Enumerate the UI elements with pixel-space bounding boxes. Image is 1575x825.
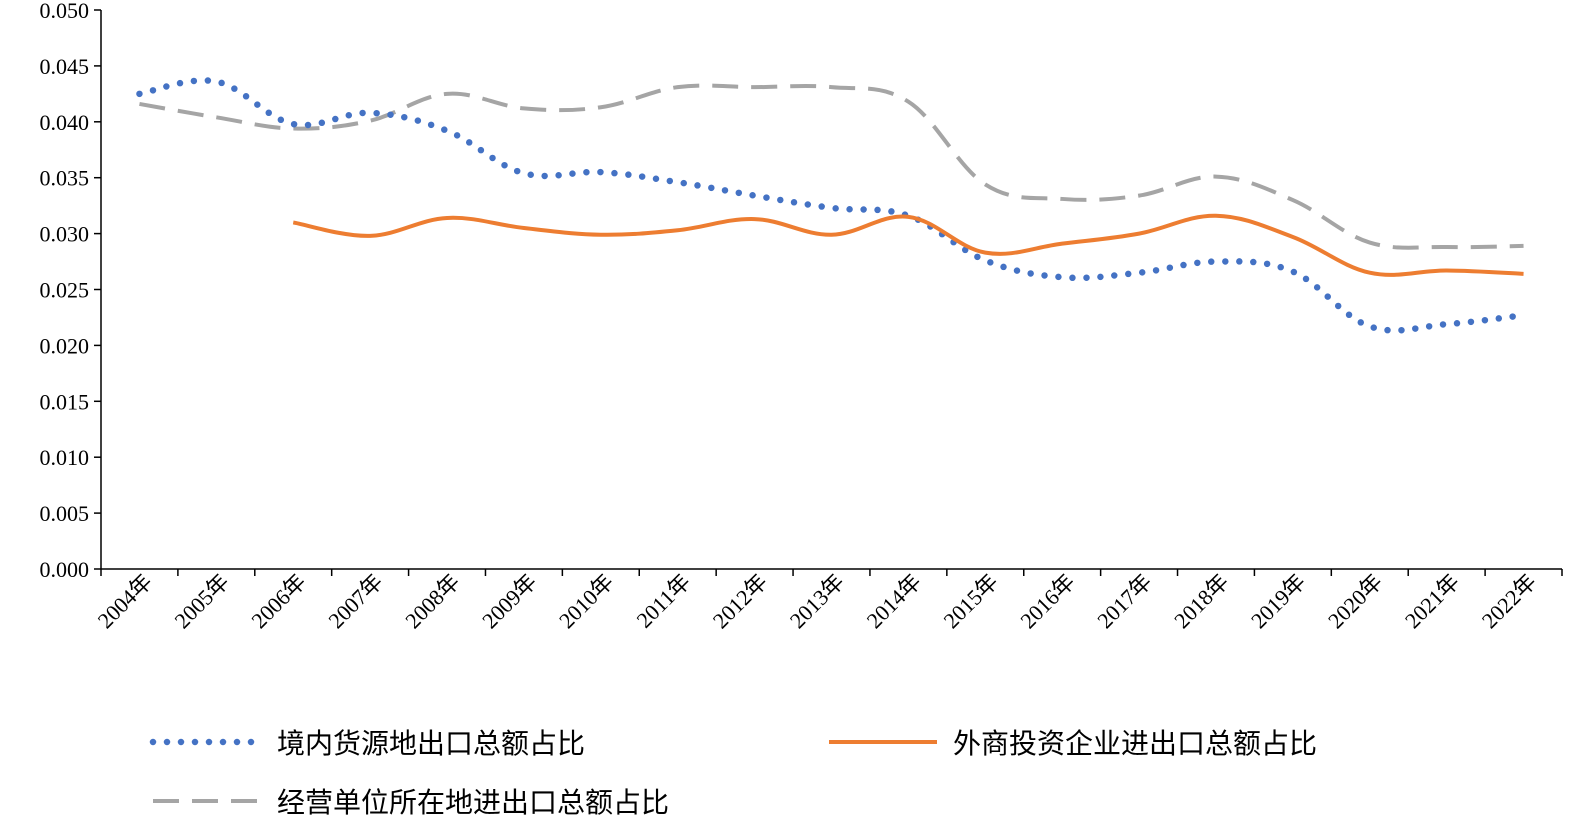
x-tick-label: 2010年 bbox=[554, 569, 618, 633]
x-tick-label: 2018年 bbox=[1169, 569, 1233, 633]
y-tick-label: 0.015 bbox=[40, 389, 90, 414]
x-tick-label: 2005年 bbox=[170, 569, 234, 633]
y-tick-label: 0.005 bbox=[40, 501, 90, 526]
legend-label-2: 外商投资企业进出口总额占比 bbox=[953, 727, 1317, 760]
x-tick-label: 2017年 bbox=[1092, 569, 1156, 633]
y-tick-label: 0.025 bbox=[40, 278, 90, 303]
x-tick-label: 2015年 bbox=[938, 569, 1002, 633]
x-tick-label: 2021年 bbox=[1400, 569, 1464, 633]
x-tick-label: 2006年 bbox=[246, 569, 310, 633]
x-tick-label: 2020年 bbox=[1323, 569, 1387, 633]
x-tick-label: 2008年 bbox=[400, 569, 464, 633]
y-axis-ticks: 0.000 0.005 0.010 0.015 0.020 0.025 0.030 0.035… bbox=[40, 0, 101, 582]
series-line-2 bbox=[292, 213, 1524, 277]
x-tick-label: 2022年 bbox=[1477, 569, 1541, 633]
y-tick-label: 0.000 bbox=[40, 557, 90, 582]
y-tick-label: 0.040 bbox=[40, 110, 90, 135]
chart-axes bbox=[100, 10, 1562, 570]
x-tick-label: 2012年 bbox=[708, 569, 772, 633]
y-tick-label: 0.035 bbox=[40, 166, 90, 191]
series-layer bbox=[136, 77, 1527, 334]
y-tick-label: 0.045 bbox=[40, 54, 90, 79]
x-tick-label: 2004年 bbox=[93, 569, 157, 633]
x-tick-label: 2016年 bbox=[1015, 569, 1079, 633]
x-tick-label: 2007年 bbox=[323, 569, 387, 633]
y-tick-label: 0.010 bbox=[40, 445, 90, 470]
y-tick-label: 0.020 bbox=[40, 333, 90, 358]
y-tick-label: 0.030 bbox=[40, 222, 90, 247]
x-tick-label: 2009年 bbox=[477, 569, 541, 633]
x-axis-ticks: 2004年 2005年 2006年 2007年 2008年 2009年 2010年 2011年… bbox=[93, 569, 1563, 633]
x-tick-label: 2013年 bbox=[785, 569, 849, 633]
series-line-3 bbox=[139, 83, 1524, 250]
x-tick-label: 2014年 bbox=[862, 569, 926, 633]
x-tick-label: 2011年 bbox=[631, 569, 695, 633]
y-tick-label: 0.050 bbox=[40, 0, 90, 23]
legend-label-1: 境内货源地出口总额占比 bbox=[277, 727, 585, 760]
x-tick-label: 2019年 bbox=[1246, 569, 1310, 633]
series-line-1 bbox=[136, 77, 1527, 334]
legend-label-3: 经营单位所在地进出口总额占比 bbox=[277, 786, 669, 819]
